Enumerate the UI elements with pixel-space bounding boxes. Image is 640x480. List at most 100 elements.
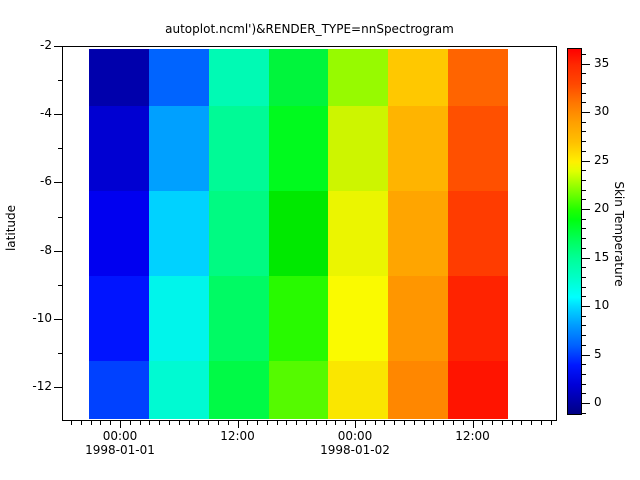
x-minor-tick xyxy=(335,421,337,425)
plot-area xyxy=(62,46,557,421)
colorbar-minor-tick xyxy=(582,199,586,201)
x-minor-tick xyxy=(247,421,249,425)
heatmap-cell xyxy=(268,191,329,276)
y-tick-label: -4 xyxy=(40,106,52,121)
x-minor-tick xyxy=(71,421,73,425)
colorbar-minor-tick xyxy=(582,150,586,152)
heatmap-cell xyxy=(328,191,389,276)
x-minor-tick xyxy=(413,421,415,425)
colorbar-major-tick xyxy=(582,209,590,210)
x-minor-tick xyxy=(266,421,268,425)
x-minor-tick xyxy=(178,421,180,425)
y-major-tick xyxy=(54,387,62,388)
heatmap-cell xyxy=(208,49,270,106)
x-minor-tick xyxy=(403,421,405,425)
x-tick-time-label: 00:00 xyxy=(102,429,138,443)
y-minor-tick xyxy=(58,352,62,354)
x-tick-time-label: 12:00 xyxy=(455,429,490,443)
y-major-tick xyxy=(54,318,62,320)
x-major-tick xyxy=(472,421,474,428)
x-minor-tick xyxy=(364,421,366,425)
x-minor-tick xyxy=(129,421,131,425)
heatmap-cell xyxy=(328,361,389,419)
y-major-tick xyxy=(54,250,62,252)
colorbar-minor-tick xyxy=(582,344,586,346)
y-major-tick xyxy=(54,182,62,184)
x-minor-tick xyxy=(90,421,92,425)
colorbar-minor-tick xyxy=(582,179,586,181)
x-minor-tick xyxy=(492,421,494,425)
plot-title: autoplot.ncml')&RENDER_TYPE=nnSpectrogra… xyxy=(165,22,454,36)
y-tick-label: -10 xyxy=(32,310,52,325)
x-minor-tick xyxy=(531,421,533,425)
heatmap-cell xyxy=(448,106,509,191)
colorbar-minor-tick xyxy=(582,73,586,75)
x-minor-tick xyxy=(541,421,543,425)
x-minor-tick xyxy=(100,421,102,425)
y-major-tick xyxy=(54,114,62,116)
heatmap-cell xyxy=(208,106,270,191)
colorbar-minor-tick xyxy=(582,267,586,269)
x-tick-date-label: 1998-01-02 xyxy=(320,443,390,457)
heatmap-cell xyxy=(89,191,150,276)
colorbar-minor-tick xyxy=(582,296,586,298)
x-minor-tick xyxy=(384,421,386,425)
colorbar-major-tick xyxy=(582,306,590,307)
x-minor-tick xyxy=(159,421,161,425)
x-minor-tick xyxy=(462,421,464,425)
heatmap-cell xyxy=(148,106,210,191)
colorbar-tick-label: 0 xyxy=(594,395,602,409)
heatmap-cell xyxy=(89,276,150,361)
x-minor-tick xyxy=(345,421,347,425)
colorbar-tick-label: 30 xyxy=(594,104,610,118)
x-minor-tick xyxy=(286,421,288,425)
heatmap-cell xyxy=(148,276,210,361)
x-tick-time-label: 12:00 xyxy=(220,429,255,443)
x-minor-tick xyxy=(227,421,229,425)
x-minor-tick xyxy=(394,421,396,425)
x-minor-tick xyxy=(198,421,200,425)
colorbar-minor-tick xyxy=(582,393,586,395)
x-minor-tick xyxy=(217,421,219,425)
x-minor-tick xyxy=(188,421,190,425)
heatmap-cell xyxy=(448,361,509,419)
colorbar-minor-tick xyxy=(582,335,586,337)
colorbar-tick-label: 20 xyxy=(594,201,610,215)
x-minor-tick xyxy=(501,421,503,425)
colorbar-minor-tick xyxy=(582,53,586,55)
x-minor-tick xyxy=(139,421,141,425)
heatmap-cell xyxy=(208,191,270,276)
x-minor-tick xyxy=(306,421,308,425)
y-tick-label: -8 xyxy=(40,242,52,257)
x-minor-tick xyxy=(80,421,82,425)
colorbar-minor-tick xyxy=(582,131,586,133)
colorbar-minor-tick xyxy=(582,121,586,123)
x-minor-tick xyxy=(433,421,435,425)
heatmap-cell xyxy=(89,361,150,419)
heatmap-cell xyxy=(448,276,509,361)
y-major-tick xyxy=(54,46,62,47)
heatmap-cell xyxy=(448,49,509,106)
heatmap-cell xyxy=(388,106,449,191)
heatmap-cell xyxy=(268,361,329,419)
heatmap-cell xyxy=(448,191,509,276)
x-minor-tick xyxy=(276,421,278,425)
colorbar-minor-tick xyxy=(582,383,586,385)
heatmap-cell xyxy=(328,106,389,191)
colorbar xyxy=(567,48,582,415)
x-minor-tick xyxy=(208,421,210,425)
y-axis-label: latitude xyxy=(4,204,18,252)
colorbar-minor-tick xyxy=(582,286,586,288)
x-major-tick xyxy=(355,421,356,428)
x-minor-tick xyxy=(168,421,170,425)
colorbar-minor-tick xyxy=(582,170,586,172)
colorbar-minor-tick xyxy=(582,238,586,240)
heatmap-cell xyxy=(328,49,389,106)
colorbar-major-tick xyxy=(582,160,590,162)
heatmap-cell xyxy=(268,276,329,361)
x-minor-tick xyxy=(521,421,523,425)
colorbar-tick-label: 25 xyxy=(594,152,610,167)
x-minor-tick xyxy=(452,421,454,425)
heatmap-cell xyxy=(148,49,210,106)
